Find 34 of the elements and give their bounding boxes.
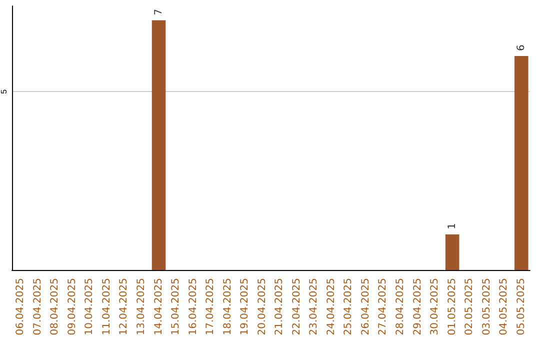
x-tick-label: 21.04.2025 [274, 278, 286, 336]
data-label: 7 [153, 8, 164, 16]
x-tick-label: 15.04.2025 [170, 278, 182, 336]
x-tick-label: 03.05.2025 [481, 278, 492, 336]
x-tick-label: 08.04.2025 [50, 278, 61, 336]
x-tick-label: 19.04.2025 [240, 278, 251, 336]
x-tick-label: 24.04.2025 [326, 278, 337, 336]
x-tick-label: 18.04.2025 [222, 278, 234, 336]
x-tick-label: 26.04.2025 [360, 278, 372, 336]
x-tick-label: 30.04.2025 [430, 278, 441, 336]
x-tick-label: 02.05.2025 [464, 278, 476, 336]
x-tick-label: 16.04.2025 [188, 278, 199, 336]
x-tick-label: 22.04.2025 [291, 278, 302, 336]
x-tick-label: 20.04.2025 [256, 278, 268, 336]
x-tick-label: 25.04.2025 [343, 278, 354, 336]
x-tick-label: 01.05.2025 [446, 278, 458, 336]
x-tick-label: 10.04.2025 [84, 278, 96, 336]
x-tick-label: 13.04.2025 [136, 278, 147, 336]
x-tick-label: 05.05.2025 [516, 278, 527, 336]
x-tick-label: 12.04.2025 [118, 278, 130, 336]
data-label: 1 [446, 222, 458, 230]
x-tick-label: 11.04.2025 [101, 278, 112, 336]
y-tick-label: 5 [0, 88, 8, 94]
x-tick-label: 23.04.2025 [308, 278, 320, 336]
x-tick-label: 28.04.2025 [395, 278, 406, 336]
data-label: 6 [516, 44, 527, 51]
x-tick-label: 07.04.2025 [32, 278, 44, 336]
x-tick-label: 04.05.2025 [498, 278, 510, 336]
x-tick-label: 09.04.2025 [66, 278, 78, 336]
x-tick-label: 17.04.2025 [205, 278, 216, 336]
x-tick-label: 14.04.2025 [153, 278, 164, 336]
x-tick-label: 27.04.2025 [378, 278, 389, 336]
x-tick-label: 29.04.2025 [412, 278, 424, 336]
x-tick-label: 06.04.2025 [15, 278, 26, 336]
